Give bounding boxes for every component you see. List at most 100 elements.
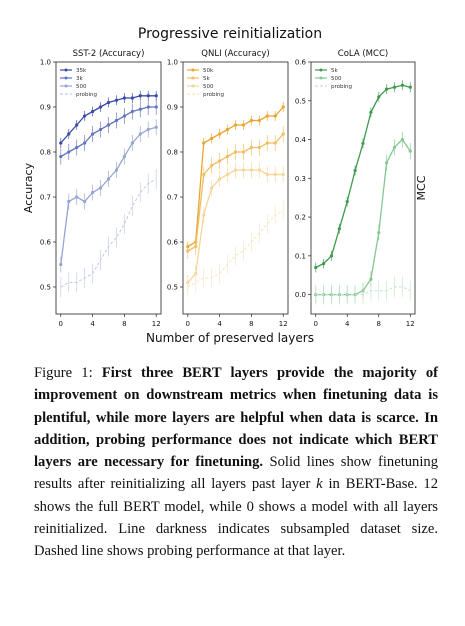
data-point [83, 199, 87, 204]
x-tick-label: 0 [186, 320, 190, 328]
data-point [241, 123, 246, 127]
data-point [233, 123, 238, 127]
legend-marker [64, 68, 68, 72]
data-point [146, 94, 150, 98]
series-500 [59, 119, 158, 273]
series-5k [186, 126, 285, 259]
data-point [98, 127, 103, 132]
series-probing [187, 200, 284, 297]
data-point [122, 154, 127, 159]
panel-title: SST-2 (Accuracy) [73, 49, 145, 59]
series-500 [314, 131, 412, 303]
series-line [60, 178, 157, 288]
data-point [122, 114, 127, 118]
data-point [138, 94, 142, 98]
data-point [67, 199, 71, 204]
data-point [369, 277, 373, 281]
data-point [59, 141, 63, 145]
data-point [281, 132, 285, 136]
legend-label: 500 [331, 76, 342, 82]
data-point [392, 85, 397, 89]
data-point [106, 100, 111, 105]
data-point [138, 107, 142, 111]
y-tick-label: 0.5 [40, 284, 51, 292]
x-tick-label: 0 [59, 320, 63, 328]
legend-label: probing [331, 84, 352, 90]
series-line [315, 84, 411, 269]
data-point [225, 127, 230, 132]
data-point [122, 96, 127, 100]
data-point [75, 195, 79, 199]
y-tick-label: 0.8 [167, 149, 178, 157]
y-tick-label: 0.5 [295, 97, 306, 105]
x-tick-label: 4 [90, 320, 95, 328]
data-point [217, 177, 222, 181]
y-tick-label: 0.0 [295, 291, 306, 299]
y-axis-label: Accuracy [22, 162, 35, 213]
legend-label: 35k [76, 68, 87, 74]
x-tick-label: 8 [122, 320, 126, 328]
x-tick-label: 4 [217, 320, 222, 328]
series-35k [59, 90, 158, 148]
chart-panels: SST-2 (Accuracy) 0.5 0.6 0.7 0.8 0.9 1.0 0 4 8 12 A… [22, 49, 428, 328]
data-point [369, 110, 373, 114]
figure-xlabel: Number of preserved layers [146, 331, 314, 345]
legend-label: probing [203, 92, 224, 98]
data-point [146, 127, 150, 132]
data-point [281, 105, 285, 109]
data-point [98, 186, 103, 190]
legend-marker [191, 76, 195, 80]
data-point [385, 161, 389, 165]
y-tick-label: 0.6 [40, 239, 52, 247]
legend-label: 3k [76, 76, 83, 82]
data-point [154, 105, 158, 109]
data-point [273, 141, 277, 145]
data-point [337, 227, 341, 231]
chart-panel-2: QNLI (Accuracy) 0.5 0.6 0.7 0.8 0.9 1.0 0 4 8 12 50… [167, 49, 289, 328]
legend-marker [191, 84, 195, 88]
data-point [90, 132, 95, 136]
chart-panel-3: CoLA (MCC) 0.0 0.1 0.2 0.3 0.4 0.5 0.6 0 4 8 12 MCC 5… [295, 49, 428, 328]
legend-label: 5k [203, 76, 210, 82]
legend: 50k 5k 500 probing [187, 68, 224, 98]
caption-label: Figure 1: [34, 365, 93, 381]
data-point [322, 262, 326, 266]
data-point [146, 105, 150, 109]
data-point [75, 123, 79, 127]
y-axis-label: MCC [415, 175, 428, 200]
data-point [265, 114, 269, 118]
data-point [83, 114, 87, 118]
data-point [408, 149, 412, 153]
data-point [273, 172, 277, 177]
plot-frame [182, 61, 289, 315]
data-point [257, 118, 261, 123]
legend: 35k 3k 500 probing [60, 68, 97, 98]
data-point [154, 94, 158, 98]
data-point [377, 95, 381, 99]
data-point [249, 145, 254, 150]
data-point [377, 230, 381, 235]
data-point [329, 254, 334, 258]
data-point [98, 105, 103, 109]
series-500 [186, 162, 285, 291]
data-point [345, 199, 349, 204]
data-point [210, 186, 214, 190]
data-point [210, 136, 214, 141]
legend-marker [191, 68, 195, 72]
panel-title: CoLA (MCC) [338, 49, 388, 59]
data-point [114, 118, 119, 123]
y-tick-label: 0.3 [295, 175, 306, 183]
plot-frame [55, 61, 162, 315]
data-point [217, 132, 222, 136]
data-point [202, 141, 206, 145]
caption-bold-summary: First three BERT layers provide the majo… [34, 365, 438, 471]
y-tick-label: 0.4 [295, 136, 307, 144]
figure-suptitle: Progressive reinitialization [138, 26, 322, 42]
data-point [90, 109, 95, 114]
data-point [67, 150, 71, 154]
data-point [83, 141, 87, 145]
series-probing [315, 276, 411, 305]
data-point [90, 190, 95, 195]
legend-marker [64, 84, 68, 88]
y-tick-label: 0.2 [295, 214, 306, 222]
